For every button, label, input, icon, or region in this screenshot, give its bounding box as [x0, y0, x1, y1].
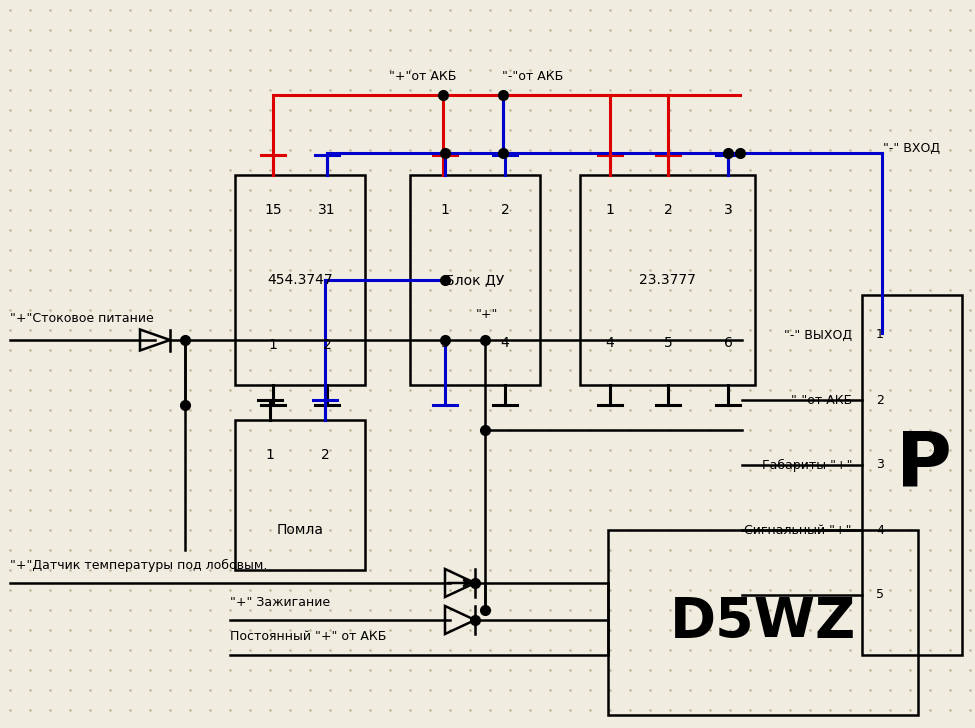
Text: "-"от АКБ: "-"от АКБ — [502, 71, 564, 84]
Text: 15: 15 — [264, 203, 282, 217]
Bar — [580, 175, 755, 385]
Text: "+"Стоковое питание: "+"Стоковое питание — [10, 312, 154, 325]
Text: 23.3777: 23.3777 — [639, 273, 696, 287]
Text: "+"от АКБ: "+"от АКБ — [389, 71, 456, 84]
Text: 4: 4 — [500, 336, 509, 350]
Text: 4: 4 — [605, 336, 614, 350]
Text: 2: 2 — [323, 338, 332, 352]
Text: 2: 2 — [877, 394, 884, 406]
Text: 5: 5 — [876, 588, 884, 601]
Text: Габариты "+": Габариты "+" — [761, 459, 852, 472]
Text: 2: 2 — [500, 203, 509, 217]
Text: Помла: Помла — [277, 523, 324, 537]
Text: "-"от АКБ: "-"от АКБ — [791, 394, 852, 406]
Text: 3: 3 — [877, 459, 884, 472]
Text: "+" Зажигание: "+" Зажигание — [230, 596, 331, 609]
Text: 1: 1 — [441, 203, 449, 217]
Text: Р: Р — [896, 428, 952, 502]
Text: 1: 1 — [605, 203, 614, 217]
Text: 3: 3 — [441, 336, 449, 350]
Text: D5WZ: D5WZ — [670, 596, 856, 649]
Text: 2: 2 — [321, 448, 330, 462]
Bar — [410, 175, 540, 385]
Text: "+": "+" — [476, 309, 498, 322]
Bar — [235, 420, 365, 570]
Text: 3: 3 — [723, 203, 732, 217]
Text: Постоянный "+" от АКБ: Постоянный "+" от АКБ — [230, 630, 386, 644]
Bar — [235, 175, 365, 385]
Text: 1: 1 — [268, 338, 278, 352]
Text: "-" ВХОД: "-" ВХОД — [883, 141, 940, 154]
Text: "-" ВЫХОД: "-" ВЫХОД — [784, 328, 852, 341]
Bar — [862, 295, 962, 655]
Text: "+"Датчик температуры под лобовым.: "+"Датчик температуры под лобовым. — [10, 558, 267, 571]
Text: 2: 2 — [664, 203, 673, 217]
Text: 1: 1 — [877, 328, 884, 341]
Text: 4: 4 — [877, 523, 884, 537]
Text: 1: 1 — [265, 448, 274, 462]
Text: 454.3747: 454.3747 — [267, 273, 332, 287]
Text: 5: 5 — [664, 336, 673, 350]
Text: Сигнальный "+": Сигнальный "+" — [745, 523, 852, 537]
Text: 31: 31 — [318, 203, 335, 217]
Text: Блок ДУ: Блок ДУ — [446, 273, 505, 287]
Text: 6: 6 — [723, 336, 732, 350]
Bar — [608, 530, 918, 715]
